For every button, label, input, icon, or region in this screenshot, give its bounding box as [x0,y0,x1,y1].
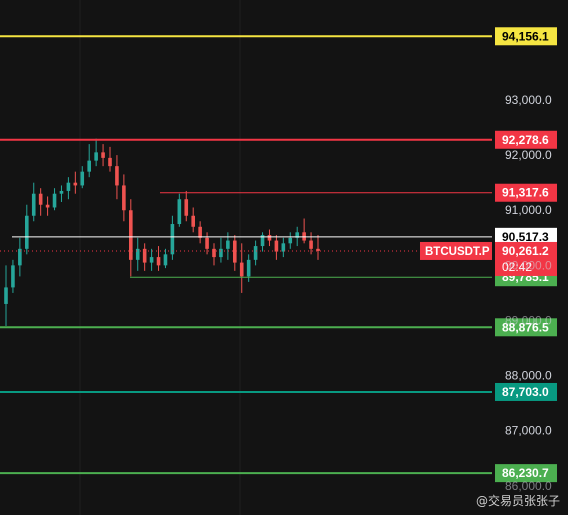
candle-body [94,152,98,161]
candle-body [226,240,230,249]
price-tick-label: 90,000.0 [505,258,552,272]
candle-body [52,193,57,208]
candle-body [219,248,223,258]
candle-body [267,235,272,241]
candle-body [31,193,36,216]
candle-body [295,232,299,238]
level-l86230-label: 86,230.7 [502,466,549,480]
candles [4,138,320,326]
price-tick-label: 91,000.0 [505,203,552,217]
candle-body [191,215,195,227]
candle-body [59,190,64,194]
candle-body [163,254,168,266]
price-tick-label: 89,000.0 [505,313,552,327]
candle-body [45,204,50,208]
watermark: @交易员张张子 [475,494,560,508]
candle-body [274,240,279,252]
candle-body [87,160,91,172]
candle-body [18,248,22,266]
price-tick-label: 86,000.0 [505,479,552,493]
level-l91317-label: 91,317.6 [502,186,549,200]
level-l90517-label-bg [495,227,557,246]
candle-body [135,248,140,260]
level-l86230-label-bg [495,464,557,483]
candle-body [212,248,216,258]
candle-body [253,246,258,260]
level-l88876-label-bg [495,318,557,337]
level-l92278-label-bg [495,130,557,149]
candle-body [108,157,112,167]
candle-body [288,237,293,244]
candle-body [198,226,202,238]
candle-body [177,199,182,225]
candle-body [316,248,320,251]
candle-body [25,215,29,249]
candle-body [281,243,286,252]
price-tick-label: 87,000.0 [505,424,552,438]
candle-body [129,210,133,260]
candle-body [115,166,119,186]
level-l94156-label: 94,156.1 [502,29,549,43]
candle-body [233,240,237,263]
candle-body [309,240,313,249]
level-l90517-label: 90,517.3 [502,230,549,244]
level-l87703-label: 87,703.0 [502,385,549,399]
price-tick-label: 88,000.0 [505,369,552,383]
candle-body [246,259,251,277]
candle-body [170,224,175,255]
current-price-label: 90,261.2 [502,244,549,258]
level-l94156-label-bg [495,27,557,46]
candle-body [205,237,209,249]
level-l91317-label-bg [495,183,557,202]
candle-body [101,152,105,158]
level-l88876-label: 88,876.5 [502,320,549,334]
grid [79,0,241,515]
level-l87703-label-bg [495,382,557,401]
symbol-tag-bg [420,241,492,260]
candle-body [239,262,244,277]
price-tick-label: 92,000.0 [505,148,552,162]
candle-body [156,257,161,266]
candle-body [80,171,85,186]
candle-body [149,257,154,263]
candle-body [38,193,43,205]
price-axis[interactable]: 93,000.0 92,000.0 91,000.0 88,000.0 87,000.0… [505,93,552,493]
level-l92278-label: 92,278.6 [502,133,549,147]
current-price-label-bg [495,241,557,276]
price-levels[interactable]: 94,156.192,278.691,317.690,517.389,785.1… [0,27,557,483]
candle-body [4,287,8,304]
candle-body [66,182,71,191]
candle-body [122,185,126,211]
price-tick-label: 93,000.0 [505,93,552,107]
candle-body [142,248,147,263]
candle-body [184,199,189,216]
countdown-label: 02:42 [502,260,532,274]
candle-body [11,265,15,288]
candle-body [260,235,265,247]
candle-body [73,182,78,186]
symbol-tag: BTCUSDT.P [425,246,490,258]
